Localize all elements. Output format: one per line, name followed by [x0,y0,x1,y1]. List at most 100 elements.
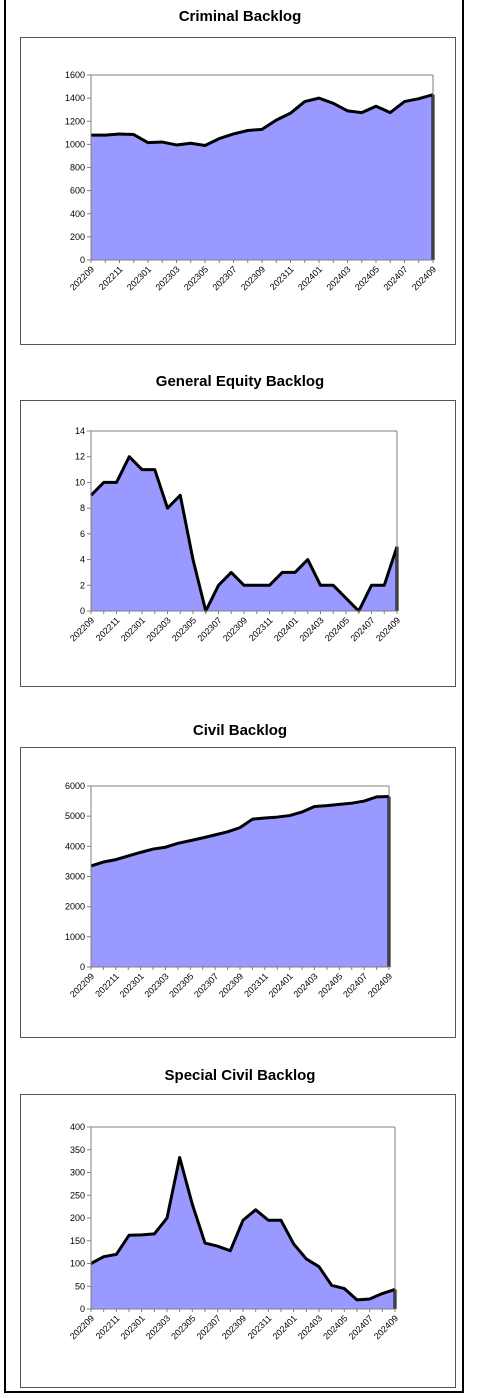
x-tick-label: 202401 [271,1313,299,1341]
y-tick-label: 4 [80,555,85,565]
y-tick-label: 2000 [65,902,85,912]
x-tick-label: 202303 [144,1313,172,1341]
x-tick-label: 202305 [167,971,195,999]
x-tick-label: 202309 [239,264,267,292]
y-tick-label: 400 [70,1122,85,1132]
y-tick-label: 350 [70,1145,85,1155]
x-tick-label: 202307 [195,615,223,643]
y-tick-label: 14 [75,426,85,436]
x-tick-label: 202407 [341,971,369,999]
y-tick-label: 300 [70,1168,85,1178]
x-tick-label: 202209 [68,971,96,999]
x-tick-label: 202301 [119,1313,147,1341]
chart-criminal-svg: 0 200 400 600 800 1000 1200 1400 1600 202209 20221… [65,70,438,292]
y-tick-label: 0 [80,255,85,265]
chart-title-general-equity: General Equity Backlog [155,373,325,390]
y-tick-label: 6000 [65,781,85,791]
series-line [90,795,390,868]
x-tick-label: 202211 [94,1313,122,1341]
series-area [91,94,433,260]
y-tick-label: 250 [70,1190,85,1200]
y-tick-label: 1600 [65,70,85,80]
chart-title-civil: Civil Backlog [192,722,288,739]
x-tick-label: 202303 [153,264,181,292]
x-tick-label: 202409 [374,615,402,643]
x-tick-label: 202311 [247,615,275,643]
y-tick-label: 800 [70,163,85,173]
x-tick-label: 202307 [210,264,238,292]
x-tick-label: 202405 [323,615,351,643]
x-tick-label: 202309 [220,1313,248,1341]
series-area [91,456,397,611]
x-tick-label: 202309 [217,971,245,999]
x-tick-label: 202307 [192,971,220,999]
x-tick-label: 202407 [348,615,376,643]
x-tick-label: 202403 [291,971,319,999]
x-tick-label: 202303 [144,615,172,643]
x-tick-label: 202311 [242,971,270,999]
y-tick-label: 50 [75,1281,85,1291]
y-tick-label: 2 [80,580,85,590]
x-tick-label: 202401 [272,615,300,643]
x-tick-label: 202311 [268,264,296,292]
x-tick-label: 202211 [93,971,121,999]
x-tick-label: 202211 [97,264,125,292]
y-tick-label: 0 [80,1304,85,1314]
x-tick-label: 202303 [142,971,170,999]
series-area [91,1157,395,1309]
x-tick-label: 202305 [182,264,210,292]
chart-special-civil-backlog: 0 50 100 150 200 250 300 350 400 202209 202211 2023… [20,1094,456,1388]
y-tick-label: 0 [80,606,85,616]
x-tick-label: 202405 [316,971,344,999]
x-tick-label: 202405 [353,264,381,292]
series-area [91,796,389,967]
x-tick-label: 202211 [94,615,122,643]
x-tick-label: 202209 [68,264,96,292]
y-tick-label: 150 [70,1236,85,1246]
y-tick-label: 12 [75,452,85,462]
y-tick-label: 200 [70,232,85,242]
x-tick-label: 202301 [125,264,153,292]
x-tick-label: 202209 [68,1313,96,1341]
x-tick-label: 202311 [246,1313,274,1341]
chart-general-equity-svg: 0246810121420220920221120230120230320230… [68,426,402,643]
x-tick-label: 202405 [321,1313,349,1341]
x-tick-label: 202301 [119,615,147,643]
y-tick-label: 10 [75,477,85,487]
y-tick-label: 1200 [65,116,85,126]
y-tick-label: 100 [70,1259,85,1269]
x-tick-label: 202409 [366,971,394,999]
x-tick-label: 202407 [381,264,409,292]
y-tick-label: 1000 [65,139,85,149]
x-tick-label: 202307 [195,1313,223,1341]
y-tick-label: 4000 [65,841,85,851]
y-tick-label: 1400 [65,93,85,103]
x-tick-label: 202403 [297,615,325,643]
x-tick-label: 202409 [372,1313,400,1341]
chart-civil-backlog: 0 1000 2000 3000 4000 5000 6000 202209 202211 202… [20,747,456,1038]
chart-civil-svg: 0100020003000400050006000202209202211202… [65,781,394,999]
chart-criminal-backlog: 0 200 400 600 800 1000 1200 1400 1600 202209 20221… [20,37,456,345]
chart-general-equity-backlog: 0 2 4 6 8 10 12 14 202209 202211 202301 202303 20230… [20,400,456,687]
x-tick-label: 202209 [68,615,96,643]
series-line [90,1155,396,1302]
page-frame [4,0,464,1393]
y-tick-label: 5000 [65,811,85,821]
y-tick-label: 0 [80,962,85,972]
chart-title-special-civil: Special Civil Backlog [164,1067,316,1084]
y-tick-label: 1000 [65,932,85,942]
x-tick-label: 202301 [118,971,146,999]
x-tick-label: 202305 [170,615,198,643]
x-tick-label: 202403 [296,1313,324,1341]
x-tick-label: 202305 [169,1313,197,1341]
series-line [91,93,434,148]
y-tick-label: 200 [70,1213,85,1223]
x-tick-label: 202409 [410,264,438,292]
x-tick-label: 202401 [296,264,324,292]
y-tick-label: 8 [80,503,85,513]
chart-title-criminal: Criminal Backlog [178,8,302,25]
y-tick-label: 400 [70,209,85,219]
x-tick-label: 202401 [267,971,295,999]
x-tick-label: 202403 [324,264,352,292]
chart-special-civil-svg: 0501001502002503003504002022092022112023… [68,1122,400,1341]
